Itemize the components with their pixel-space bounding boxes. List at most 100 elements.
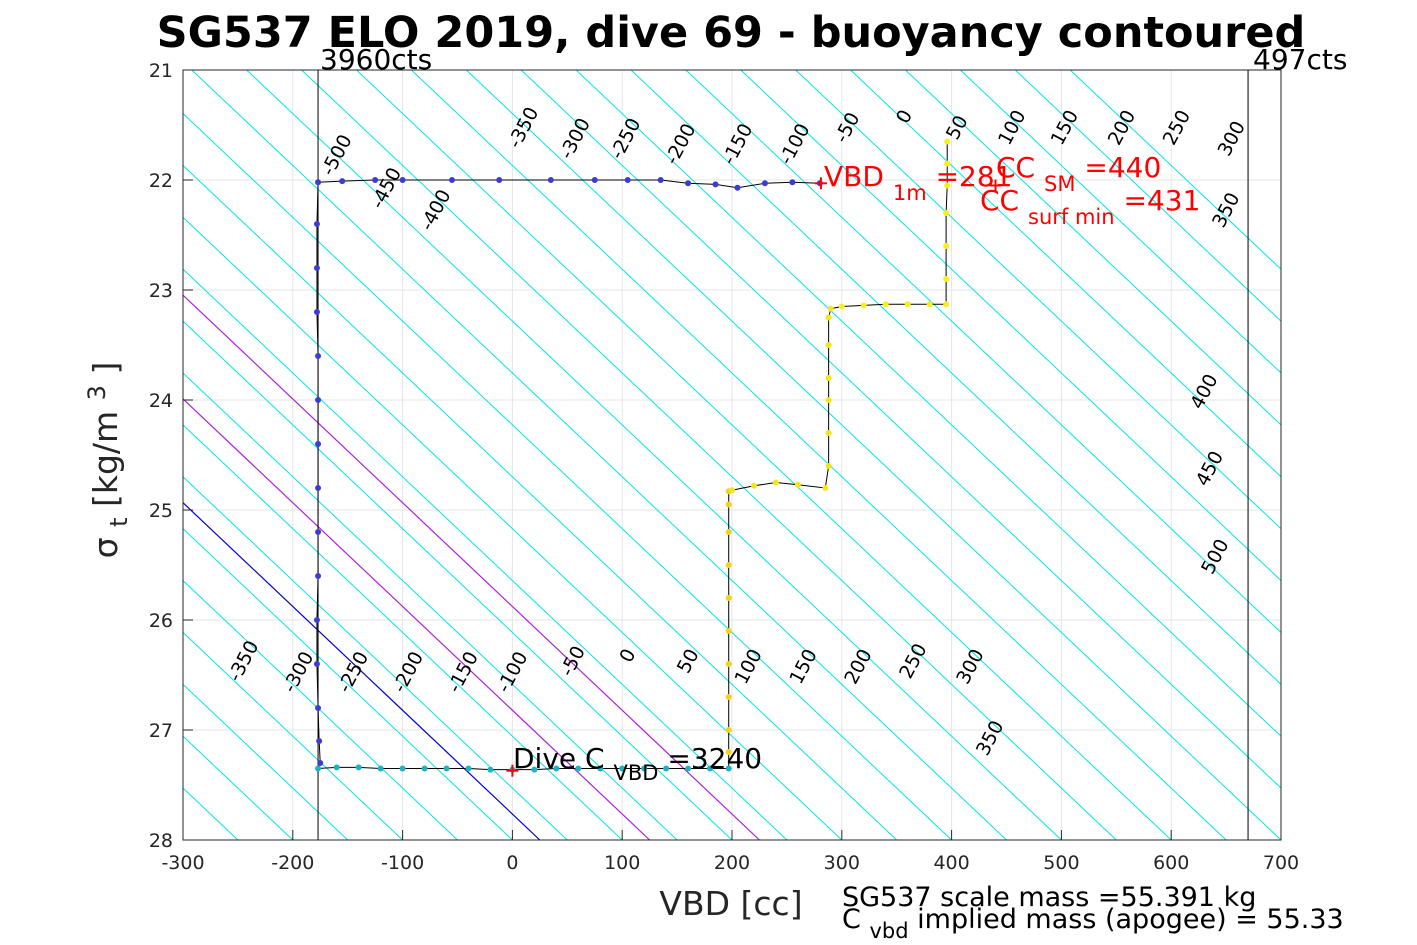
data-point xyxy=(487,766,494,773)
data-point xyxy=(333,764,340,771)
contour-line xyxy=(183,164,898,840)
y-tick-label: 24 xyxy=(149,390,173,412)
vline-label-left: 3960cts xyxy=(320,43,432,76)
contour-line xyxy=(520,70,1281,789)
x-tick-label: 400 xyxy=(933,852,969,874)
cc-surf-sub: surf min xyxy=(1028,205,1115,229)
data-point xyxy=(734,184,741,191)
contour-line xyxy=(356,70,1172,840)
data-point xyxy=(825,342,832,348)
contour-line xyxy=(183,683,349,840)
data-point xyxy=(725,562,732,568)
data-point xyxy=(685,765,692,772)
data-point xyxy=(725,501,732,508)
vbd-1m-sub: 1m xyxy=(893,181,927,205)
data-point xyxy=(377,765,384,772)
data-point xyxy=(316,738,323,744)
data-point xyxy=(315,573,322,579)
contour-line xyxy=(1014,70,1281,322)
data-point xyxy=(421,765,428,772)
series-climb-vertical-2 xyxy=(825,305,834,469)
x-tick-label: 700 xyxy=(1263,852,1299,874)
data-point xyxy=(789,179,796,186)
grid xyxy=(183,70,1281,840)
y-tick-label: 27 xyxy=(149,720,173,742)
contour-line xyxy=(301,70,1117,840)
x-tick-label: 100 xyxy=(604,852,640,874)
marker-cc-sm xyxy=(989,179,1002,192)
data-point xyxy=(825,375,832,381)
data-point xyxy=(465,765,472,772)
data-point xyxy=(944,138,951,145)
data-point xyxy=(315,353,322,359)
data-point xyxy=(943,210,950,216)
data-point xyxy=(313,265,320,271)
x-tick-label: -200 xyxy=(271,852,314,874)
y-tick-label: 28 xyxy=(149,830,173,852)
marker-dive-c-vbd xyxy=(506,764,519,777)
contour-line xyxy=(575,70,1281,737)
data-point xyxy=(825,430,832,436)
data-point xyxy=(904,301,911,308)
data-point xyxy=(825,463,832,469)
contour-line xyxy=(411,70,1227,840)
vbd-1m-annotation: VBD 1m =281 xyxy=(824,160,1012,207)
data-point xyxy=(725,749,732,755)
dive-cvbd-post: =3240 xyxy=(667,742,762,775)
series-dive-bottom xyxy=(315,764,732,773)
data-point xyxy=(772,479,779,486)
contour-line xyxy=(630,70,1281,686)
data-point xyxy=(313,661,320,667)
series-surface-track xyxy=(315,177,823,191)
data-point xyxy=(707,765,714,772)
x-tick-label: 600 xyxy=(1153,852,1189,874)
data-point xyxy=(315,179,322,186)
contour-line xyxy=(183,320,733,840)
contour-line xyxy=(183,579,458,840)
data-point xyxy=(825,397,832,403)
data-point xyxy=(496,177,503,183)
contour-line-100 xyxy=(183,398,651,840)
data-point xyxy=(838,303,845,310)
x-tick-label: 200 xyxy=(714,852,750,874)
data-point xyxy=(944,160,951,167)
contour-line xyxy=(183,216,843,840)
contour-line xyxy=(0,70,18,840)
data-point xyxy=(619,765,626,772)
contour-line xyxy=(465,70,1281,840)
contour-line xyxy=(740,70,1281,582)
series-climb-vertical-1 xyxy=(725,488,732,755)
x-tick-label: 300 xyxy=(824,852,860,874)
cc-sm-post: =440 xyxy=(1084,151,1161,184)
data-point xyxy=(313,617,320,623)
data-point xyxy=(641,765,648,772)
data-point xyxy=(449,177,456,183)
data-point xyxy=(827,305,834,312)
cc-sm-sub: SM xyxy=(1044,172,1075,196)
y-axis-label-unit-close: ] xyxy=(86,362,125,375)
data-point xyxy=(597,765,604,772)
data-point xyxy=(725,628,732,634)
data-point xyxy=(712,181,719,188)
series-dive-descent xyxy=(313,221,324,766)
data-point xyxy=(547,177,554,183)
data-point xyxy=(372,177,379,183)
data-point xyxy=(663,765,670,772)
implied-mass-post: implied mass (apogee) = 55.33 xyxy=(917,904,1344,935)
data-point xyxy=(926,301,933,308)
y-tick-label: 21 xyxy=(149,60,173,82)
contour-line xyxy=(183,112,952,840)
data-point xyxy=(822,485,829,491)
data-point xyxy=(729,487,735,494)
dive-cvbd-sub: VBD xyxy=(614,761,659,785)
buoyancy-contours xyxy=(0,70,1281,840)
x-axis-ticks: -300 -200 -100 0 100 200 300 400 500 600 700 xyxy=(161,830,1299,874)
data-point xyxy=(860,302,867,309)
y-tick-label: 22 xyxy=(149,170,173,192)
y-axis-ticks: 21 22 23 24 25 26 27 28 xyxy=(149,60,193,852)
data-point xyxy=(825,314,832,321)
data-point xyxy=(685,180,692,187)
data-point xyxy=(725,595,732,601)
data-point xyxy=(761,180,768,187)
